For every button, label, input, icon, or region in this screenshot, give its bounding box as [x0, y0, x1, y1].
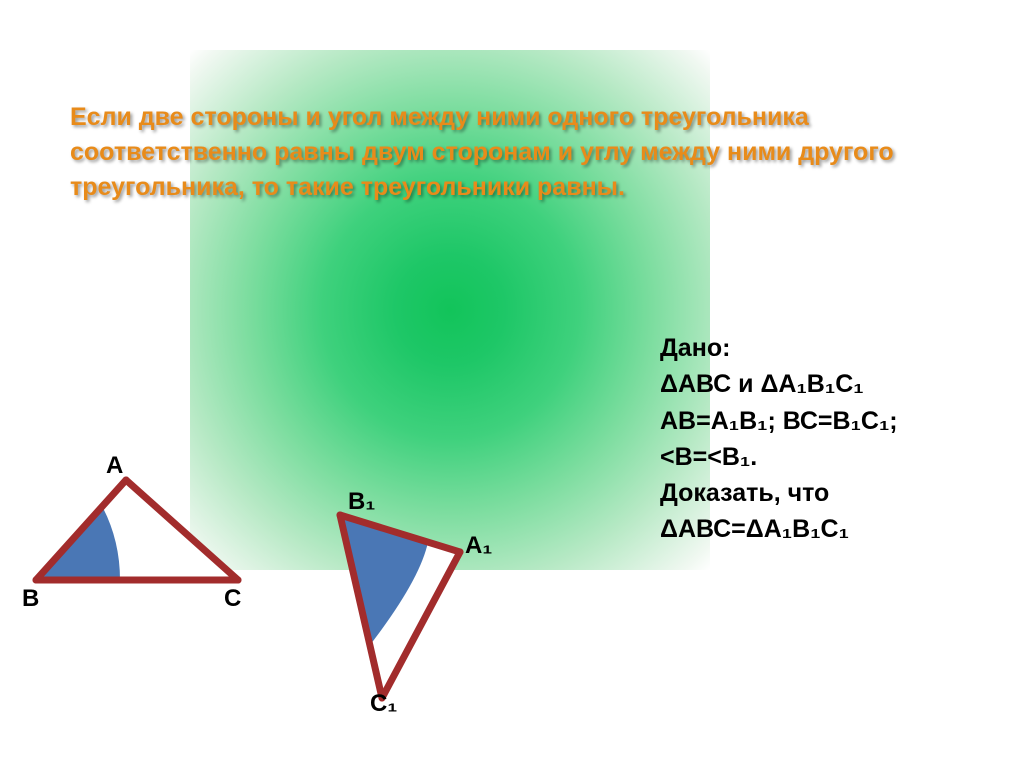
label-A1: А₁	[465, 532, 492, 560]
label-B1: В₁	[348, 488, 375, 516]
triangle-a1b1c1	[0, 0, 1024, 768]
label-C1: С₁	[370, 690, 397, 718]
